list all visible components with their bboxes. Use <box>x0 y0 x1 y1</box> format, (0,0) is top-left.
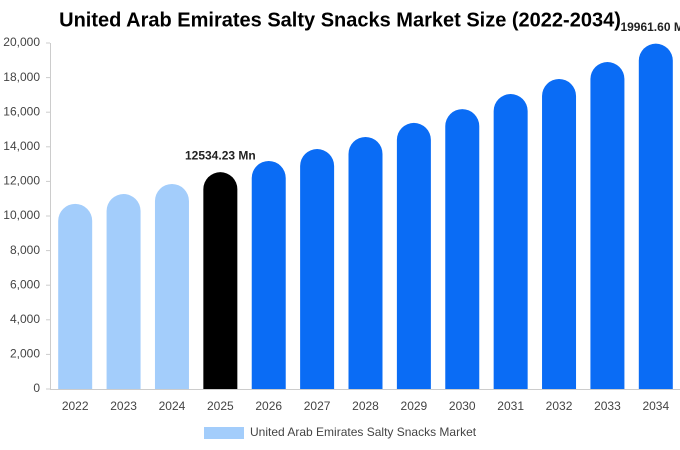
x-tick-label: 2034 <box>642 399 669 413</box>
x-tick-label: 2031 <box>497 399 524 413</box>
x-tick-label: 2030 <box>449 399 476 413</box>
bar <box>348 136 383 389</box>
x-tick-label: 2023 <box>110 399 137 413</box>
bar <box>445 109 480 389</box>
bar <box>638 43 673 390</box>
value-label: 12534.23 Mn <box>185 148 256 162</box>
y-tick-label: 6,000 <box>10 277 40 291</box>
x-tick-label: 2032 <box>546 399 573 413</box>
bar <box>542 78 577 389</box>
x-tick-label: 2025 <box>207 399 234 413</box>
y-tick-label: 12,000 <box>3 174 40 188</box>
bar <box>493 94 528 389</box>
bar <box>58 203 93 389</box>
y-tick-label: 10,000 <box>3 208 40 222</box>
x-tick-label: 2028 <box>352 399 379 413</box>
y-tick-label: 8,000 <box>10 243 40 257</box>
x-tick-label: 2024 <box>159 399 186 413</box>
x-tick-label: 2027 <box>304 399 331 413</box>
y-tick-label: 0 <box>33 381 40 395</box>
y-tick-label: 4,000 <box>10 312 40 326</box>
bar <box>203 172 238 389</box>
y-tick-label: 14,000 <box>3 139 40 153</box>
x-tick-label: 2033 <box>594 399 621 413</box>
legend-label: United Arab Emirates Salty Snacks Market <box>250 425 477 439</box>
y-tick-label: 16,000 <box>3 104 40 118</box>
bar <box>106 194 141 389</box>
y-tick-label: 2,000 <box>10 347 40 361</box>
legend-swatch <box>204 427 244 439</box>
y-tick-label: 18,000 <box>3 70 40 84</box>
y-tick-label: 20,000 <box>3 35 40 49</box>
bar <box>154 183 189 389</box>
chart-title: United Arab Emirates Salty Snacks Market… <box>59 9 621 31</box>
bar <box>590 62 625 389</box>
x-tick-label: 2022 <box>62 399 89 413</box>
x-tick-label: 2029 <box>401 399 428 413</box>
x-tick-label: 2026 <box>255 399 282 413</box>
bar <box>300 149 335 389</box>
value-label: 19961.60 Mn <box>620 20 680 34</box>
bar <box>251 160 286 389</box>
bar <box>396 122 431 389</box>
